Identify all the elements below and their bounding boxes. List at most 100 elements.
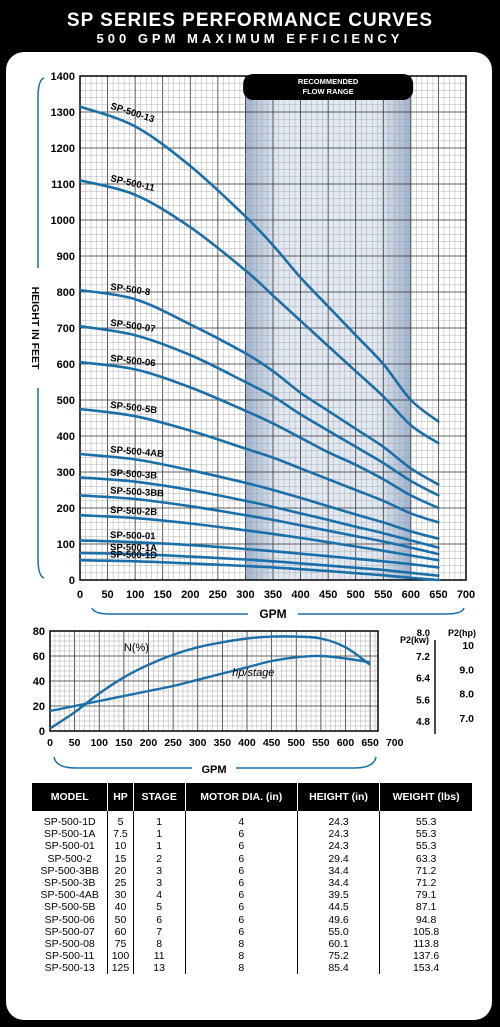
kw-tick-label: 5.6 [416,695,430,706]
x-tick-label: 150 [154,589,172,601]
table-cell: 6 [132,913,186,926]
table-header-cell: MOTOR DIA. (in) [184,783,298,811]
eff-y-tick-label: 80 [33,626,45,638]
x-tick-label: 400 [291,589,309,601]
eff-x-tick-label: 700 [386,737,404,749]
table-cell: SP-500-06 [44,913,95,926]
table-cell: 55.3 [379,840,472,853]
x-tick-label: 250 [209,589,227,601]
eff-y-tick-label: 20 [33,701,45,713]
eff-x-tick-label: 50 [69,737,81,749]
series-label: SP-500-3BB [110,485,165,499]
eff-series-line [49,654,371,713]
table-cell: 85.4 [296,962,380,975]
y-tick-label: 1200 [51,143,75,155]
eff-series-label: hp/stage [232,667,274,679]
table-cell: 6 [184,840,298,853]
table-header-cell: WEIGHT (lbs) [379,783,472,811]
table-cell: 29.4 [296,852,380,865]
table-cell: 50 [107,913,134,926]
eff-series-line [49,635,371,730]
kw-tick-label: 8.0 [417,628,430,639]
y-tick-label: 1000 [51,215,75,227]
table-cell: 20 [107,864,134,877]
y-tick-label: 1300 [51,107,75,119]
kw-tick-label: 6.4 [416,674,430,685]
table-cell: 63.3 [379,852,472,865]
table-cell: 13 [132,962,186,975]
eff-y-tick-label: 60 [33,651,45,663]
table-row: SP-500-2 15 2 6 29.4 63.3 [32,852,472,865]
efficiency-chart: N(%) hp/stage 0 20 40 60 80 0 50 100 150 200 250 300 3… [33,626,476,776]
table-cell: 3 [132,876,186,890]
table-row: SP-500-13 125 13 8 85.4 153.4 [32,962,472,975]
table-cell: 1 [132,811,186,829]
y-tick-label: 800 [57,287,75,299]
table-cell: 75 [107,937,134,951]
x-tick-label: 500 [347,589,365,601]
recommended-label-line2: FLOW RANGE [303,87,354,96]
table-cell: 6 [184,864,298,877]
spec-table: MODEL HP STAGE MOTOR DIA. (in) HEIGHT (in) WE… [32,783,472,975]
table-cell: 3 [132,864,186,877]
table-cell: SP-500-3B [43,877,96,890]
table-cell: 10 [107,840,134,853]
table-cell: 11 [132,950,186,963]
table-cell: 8 [184,962,298,975]
series-line [78,513,440,562]
x-tick-label: 700 [457,589,475,601]
x-tick-label: 100 [126,589,144,601]
series-line [78,452,440,540]
table-cell: 44.5 [296,901,380,914]
x-axis-label: GPM [259,607,286,620]
table-cell: 100 [107,950,134,963]
series-label: SP-500-1D [110,549,157,561]
table-cell: SP-500-1A [43,828,96,841]
table-cell: SP-500-1D [43,816,96,829]
x-axis-bracket-right [298,607,465,615]
table-cell: SP-500-5B [43,901,96,914]
table-cell: 6 [184,901,298,914]
eff-x-tick-label: 400 [238,737,256,749]
table-cell: 39.5 [296,889,380,902]
kw-axis-label: P2(kw) [400,635,429,645]
x-tick-label: 300 [236,589,254,601]
table-cell: 15 [107,852,134,865]
table-cell: 4 [184,811,298,829]
x-tick-label: 50 [101,589,113,601]
eff-x-tick-label: 650 [361,737,379,749]
x-tick-label: 450 [319,589,337,601]
table-row: SP-500-4AB 30 4 6 39.5 79.1 [32,889,472,902]
table-cell: 7 [132,925,186,938]
x-tick-label: 200 [181,589,199,601]
table-row: SP-500-1A 7.5 1 6 24.3 55.3 [32,828,472,841]
recommended-label-line1: RECOMMENDED [298,77,359,86]
table-cell: 7.5 [107,828,134,841]
series-line [78,360,440,510]
series-line [78,288,440,486]
spec-table-header: MODEL HP STAGE MOTOR DIA. (in) HEIGHT (in) WE… [32,783,472,811]
table-row: SP-500-06 50 6 6 49.6 94.8 [32,913,472,926]
eff-x-tick-label: 200 [140,737,158,749]
table-cell: 8 [184,937,298,951]
eff-x-tick-label: 300 [189,737,207,749]
x-tick-label: 350 [264,589,282,601]
table-cell: 1 [132,840,186,853]
eff-y-tick-label: 0 [39,726,45,738]
table-cell: SP-500-4AB [40,889,99,902]
chart-subtitle: 500 GPM MAXIMUM EFFICIENCY [96,31,404,46]
eff-x-tick-label: 100 [90,737,108,749]
x-tick-label: 650 [429,589,447,601]
table-cell: 55.3 [379,811,472,829]
table-cell: 1 [132,828,186,841]
table-cell: SP-500-13 [44,962,95,975]
hp-tick-label: 8.0 [459,689,474,701]
table-cell: 75.2 [296,950,380,963]
table-cell: 34.4 [296,864,380,877]
table-cell: 55.0 [296,925,380,938]
x-axis-bracket-left [91,607,248,615]
table-row: SP-500-07 60 7 6 55.0 105.8 [32,925,472,938]
table-cell: 79.1 [379,889,472,902]
series-label: SP-500-5B [110,400,158,416]
table-cell: SP-500-3BB [40,864,99,877]
